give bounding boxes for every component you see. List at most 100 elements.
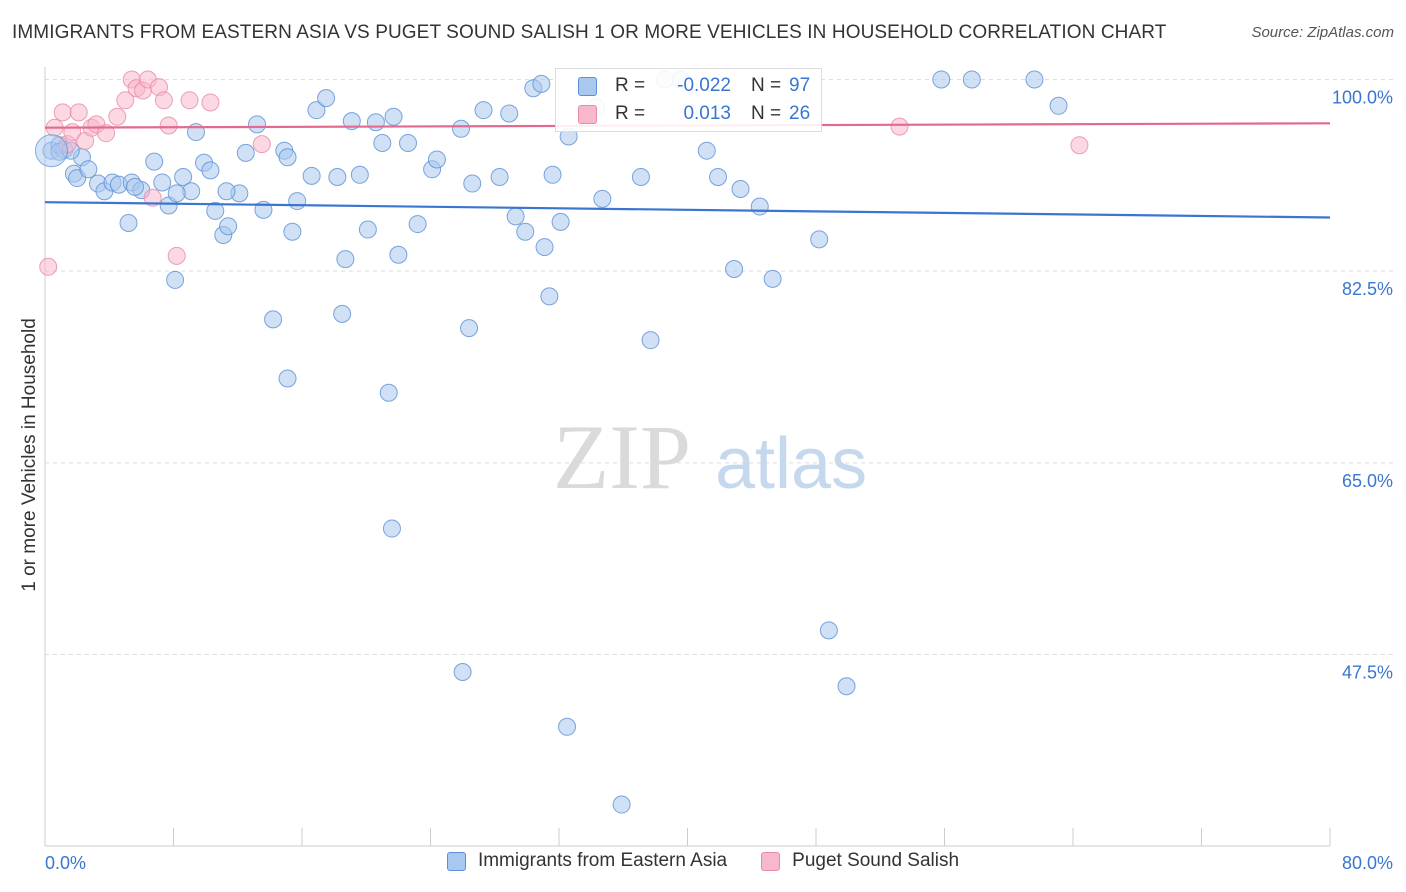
salish-point [39,257,58,276]
eastern-asia-point [932,70,951,89]
r-value: -0.022 [677,75,731,96]
watermark-zip: ZIP [553,406,691,508]
salish-point [890,117,909,136]
eastern-asia-point [366,113,385,132]
eastern-asia-point [612,795,631,814]
r-value: 0.013 [683,103,731,124]
eastern-asia-point [709,167,728,186]
eastern-asia-point [725,259,744,278]
eastern-asia-point [506,207,525,226]
eastern-asia-point [328,167,347,186]
eastern-asia-point [119,213,138,232]
eastern-asia-point [302,166,321,185]
eastern-asia-point [463,174,482,193]
eastern-asia-point [452,119,471,138]
salish-point [154,91,173,110]
legend-swatch-blue [446,851,466,871]
eastern-asia-point [219,217,238,236]
stats-row-blue: R = -0.022 N = 97 [578,73,810,99]
eastern-asia-point [532,74,551,93]
eastern-asia-point [837,677,856,696]
blue-swatch [578,76,597,96]
salish-point [69,103,88,122]
eastern-asia-point [593,189,612,208]
eastern-asia-point [79,160,98,179]
eastern-asia-point [264,310,283,329]
stats-row-pink: R = 0.013 N = 26 [578,101,810,127]
y-tick-label: 82.5% [1342,279,1393,299]
x-tick-label: 80.0% [1342,853,1393,873]
salish-point [143,188,162,207]
eastern-asia-point [543,165,562,184]
y-tick-label: 65.0% [1342,471,1393,491]
eastern-asia-point [384,107,403,126]
salish-point [180,91,199,110]
y-axis-label: 1 or more Vehicles in Household [19,318,40,592]
eastern-asia-point [373,134,392,153]
legend-item-puget-sound-salish[interactable]: Puget Sound Salish [761,850,959,872]
chart-title: IMMIGRANTS FROM EASTERN ASIA VS PUGET SO… [12,22,1167,43]
eastern-asia-point [453,663,472,682]
eastern-asia-point [399,134,418,153]
eastern-asia-point [763,269,782,288]
legend-swatch-pink [761,851,781,871]
bottom-legend: Immigrants from Eastern Asia Puget Sound… [0,850,1406,872]
eastern-asia-point [408,215,427,234]
eastern-asia-point [962,70,981,89]
salish-point [159,116,178,135]
salish-point [116,91,135,110]
eastern-asia-point [167,184,186,203]
eastern-asia-point [336,250,355,269]
eastern-asia-point [342,112,361,131]
eastern-asia-point [490,167,509,186]
legend-label: Immigrants from Eastern Asia [477,850,728,871]
eastern-asia-point [500,104,519,123]
eastern-asia-point [540,287,559,306]
x-tick-labels: 0.0% 80.0% [45,853,1393,873]
eastern-asia-point [145,152,164,171]
salish-point [53,103,72,122]
r-label: R = [615,75,646,96]
n-value: 26 [789,103,811,124]
trend-lines [44,122,1331,219]
legend-item-eastern-asia[interactable]: Immigrants from Eastern Asia [446,850,728,872]
eastern-asia-point [217,182,236,201]
eastern-asia-point [641,331,660,350]
eastern-asia-point [278,369,297,388]
eastern-asia-point [248,115,267,134]
n-label: N = [751,103,782,124]
eastern-asia-point [283,222,302,241]
eastern-asia-point [125,177,144,196]
eastern-asia-point [236,143,255,162]
eastern-asia-point [474,101,493,120]
grid-lines [45,79,1395,655]
salish-point [108,107,127,126]
eastern-asia-point [307,101,326,120]
eastern-asia-point [382,519,401,538]
eastern-asia-trend-line [44,201,1331,219]
eastern-asia-point [731,180,750,199]
salish-point [97,124,116,143]
eastern-asia-point [1049,96,1068,115]
eastern-asia-point [206,201,225,220]
n-label: N = [751,75,782,96]
x-tick-label: 0.0% [45,853,86,873]
eastern-asia-point [166,270,185,289]
source-label: Source: ZipAtlas.com [1251,24,1394,41]
salish-point [167,246,186,265]
axes [44,67,1331,847]
salish-point [252,135,271,154]
legend-label: Puget Sound Salish [792,850,960,871]
eastern-asia-point [174,167,193,186]
eastern-asia-point [317,89,336,108]
y-tick-label: 100.0% [1332,88,1393,108]
salish-point [1070,136,1089,155]
eastern-asia-point [551,212,570,231]
eastern-asia-point [350,165,369,184]
watermark-atlas: atlas [715,424,867,504]
eastern-asia-cluster-point [34,134,68,168]
eastern-asia-point [288,192,307,211]
eastern-asia-point [427,150,446,169]
eastern-asia-point [516,222,535,241]
